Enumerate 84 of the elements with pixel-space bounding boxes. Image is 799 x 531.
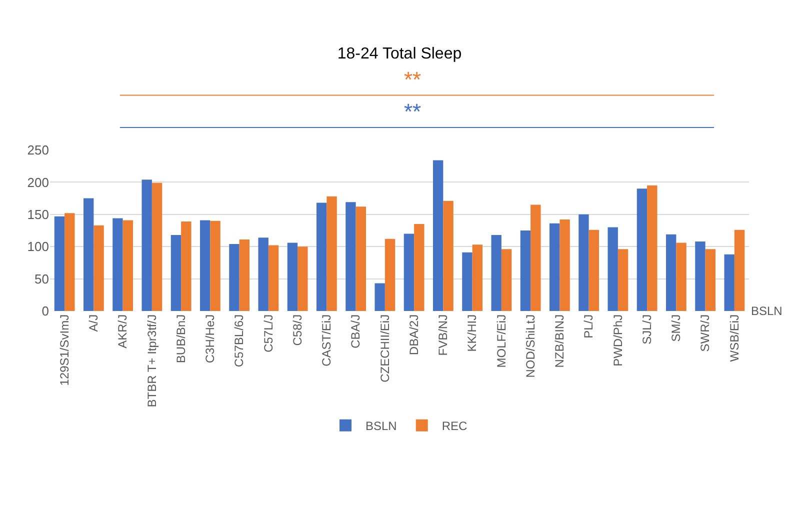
y-tick-label: 0 <box>42 304 49 319</box>
bar <box>618 249 628 311</box>
bar <box>316 202 327 311</box>
x-tick-label: FVB/NJ <box>436 314 450 356</box>
x-tick-label: CZECHII/EiJ <box>378 314 392 382</box>
legend-label: BSLN <box>366 419 397 433</box>
bar <box>239 240 250 311</box>
x-tick-label: 129S1/SvImJ <box>57 314 72 386</box>
x-tick-label: NOD/ShiLtJ <box>523 314 538 378</box>
x-tick-label: MOLF/EiJ <box>494 314 508 368</box>
bar <box>268 245 279 311</box>
bar <box>356 206 366 311</box>
x-tick-label: C57BL/6J <box>232 314 246 368</box>
bar <box>346 202 356 311</box>
bar <box>287 242 298 311</box>
bar <box>64 213 75 311</box>
bar <box>112 218 123 311</box>
bar <box>326 196 337 311</box>
x-tick-label: BUB/BnJ <box>174 314 188 364</box>
bar <box>152 182 162 311</box>
bar <box>578 214 589 311</box>
bar <box>414 224 424 311</box>
x-tick-label: CAST/EiJ <box>320 314 334 366</box>
x-tick-label: C57L/J <box>261 314 276 352</box>
x-tick-label: PL/J <box>582 314 596 338</box>
text: BSLN <box>751 304 782 318</box>
bar <box>695 241 706 311</box>
bar <box>491 235 502 311</box>
x-tick-label: SM/J <box>669 314 684 342</box>
bar <box>258 238 268 311</box>
x-tick-label: WSB/EiJ <box>727 314 742 362</box>
bar <box>724 254 734 311</box>
bar <box>170 235 182 311</box>
bar <box>229 244 240 311</box>
x-tick-label: BTBR T+ Itpr3tf/J <box>144 314 159 408</box>
x-tick-label: SJL/J <box>640 314 654 344</box>
bar <box>181 221 192 311</box>
bar <box>210 220 220 311</box>
bar <box>549 223 560 311</box>
text: ** <box>404 67 422 92</box>
bar <box>200 220 210 311</box>
bar <box>560 220 570 311</box>
bar <box>83 198 94 311</box>
x-tick-label: CBA/J <box>348 314 363 348</box>
bar <box>404 234 414 311</box>
bar <box>734 230 745 311</box>
y-tick-label: 150 <box>27 206 49 222</box>
x-tick-label: SWR/J <box>698 314 712 352</box>
bar <box>676 242 686 311</box>
bar <box>501 249 512 311</box>
bar <box>530 204 541 311</box>
y-tick-label: 250 <box>27 142 49 158</box>
bar <box>298 246 308 311</box>
text: ** <box>404 99 422 124</box>
bar <box>94 225 104 311</box>
bar <box>122 220 134 311</box>
bar <box>384 238 396 311</box>
bar <box>666 234 676 311</box>
x-tick-label: AKR/J <box>116 314 130 348</box>
bar <box>443 200 454 311</box>
bar <box>636 188 648 311</box>
bar <box>608 227 618 311</box>
y-tick-label: 100 <box>27 239 49 254</box>
bar <box>520 230 531 311</box>
bar <box>432 160 444 311</box>
chart-title: 18-24 Total Sleep <box>337 46 462 63</box>
bar <box>705 249 716 311</box>
y-tick-label: 50 <box>34 271 49 286</box>
bar <box>374 283 385 311</box>
bar <box>142 180 152 311</box>
bar <box>472 244 483 311</box>
x-tick-label: PWD/PhJ <box>610 314 625 366</box>
x-tick-label: DBA/2J <box>406 314 421 356</box>
bar <box>462 252 472 311</box>
x-tick-label: C3H/HeJ <box>203 314 218 364</box>
bar <box>588 230 600 311</box>
x-tick-label: KK/HIJ <box>465 314 480 352</box>
legend-label: REC <box>442 419 468 433</box>
x-tick-label: NZB/BINJ <box>552 314 567 368</box>
bar <box>54 216 65 311</box>
bar <box>647 185 658 311</box>
x-tick-label: A/J <box>86 314 101 332</box>
y-tick-label: 200 <box>27 174 49 190</box>
x-tick-label: C58/J <box>290 314 304 346</box>
